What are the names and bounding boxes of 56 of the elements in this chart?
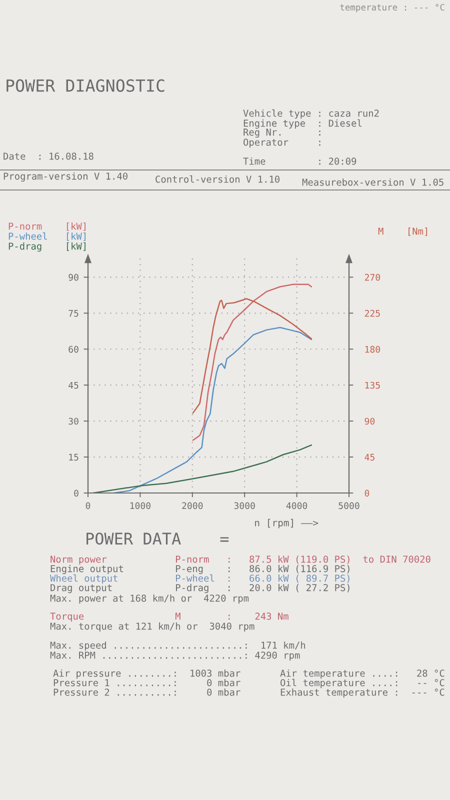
text: Operator :: [244, 138, 320, 148]
x-tick-label: 5000: [338, 502, 360, 510]
x-tick-label: 3000: [234, 502, 255, 510]
text: M [Nm]: [378, 227, 428, 236]
text: Max. torque at 121 km/h or 3040 rpm: [50, 622, 254, 632]
y-tick-label: 60: [68, 346, 78, 353]
line-series: [192, 298, 312, 414]
y-tick-label: 75: [68, 310, 78, 317]
text: Time : 20:09: [243, 157, 356, 165]
text: Pressure 2 ..........: 0 mbar: [54, 688, 240, 696]
text: temperature : --- °C: [340, 4, 444, 12]
text: Exhaust temperature : --- °C: [280, 688, 444, 698]
text: P-norm [kW]: [8, 222, 86, 231]
text: Vehicle type : caza run2: [243, 109, 379, 119]
text: Max. power at 168 km/h or 4220 rpm: [50, 594, 249, 604]
text: Wheel output P-wheel : 66.0 kW ( 89.7 PS): [50, 574, 350, 584]
y-tick-label: 30: [68, 418, 78, 425]
text: Oil temperature ....: -- °C: [280, 678, 444, 688]
y-tick-label: 45: [68, 382, 78, 389]
text: Drag output P-drag : 20.0 kW ( 27.2 PS): [50, 584, 350, 594]
text: Pressure 1 ..........: 0 mbar: [54, 678, 240, 686]
text: P-wheel [kW]: [8, 232, 86, 241]
text: Engine output P-eng : 86.0 kW (116.9 PS): [50, 564, 350, 574]
text: Air temperature ....: 28 °C: [280, 669, 444, 679]
text: P-drag [kW]: [8, 242, 86, 252]
y-tick-label: 0: [74, 490, 78, 497]
y2-tick-label: 45: [364, 454, 374, 461]
text: Torque M : 243 Nm: [50, 612, 288, 622]
x-tick-label: 1000: [130, 502, 150, 510]
text: Max. RPM .........................: 4290 rpm: [50, 652, 300, 661]
text: Max. speed .......................: 171 km/h: [50, 641, 306, 651]
y-tick-label: 90: [68, 274, 78, 281]
text: Program-version V 1.40: [4, 172, 128, 182]
y2-tick-label: 0: [364, 490, 370, 497]
x-tick-label: 0: [86, 502, 90, 510]
text: Date : 16.08.18: [4, 152, 94, 160]
chart-title: POWER DIAGNOSTIC: [6, 79, 164, 92]
text: Control-version V 1.10: [156, 175, 280, 183]
text: Norm power P-norm : 87.5 kW (119.0 PS) to DIN 70020: [50, 555, 430, 565]
y2-tick-label: 225: [364, 310, 380, 317]
line-series: [192, 284, 312, 441]
text: Reg Nr. :: [244, 128, 320, 138]
text: POWER DATA =: [86, 532, 229, 545]
x-axis-title: n [rpm] ——>: [255, 518, 318, 528]
text: Measurebox-version V 1.05: [302, 178, 444, 186]
y2-tick-label: 180: [365, 346, 380, 353]
y2-tick-label: 90: [364, 418, 375, 425]
y2-tick-label: 270: [364, 274, 380, 281]
line-series: [92, 444, 312, 493]
text: Engine type : Diesel: [244, 119, 362, 129]
text: Air pressure ........: 1003 mbar: [53, 669, 240, 679]
x-tick-label: 2000: [182, 502, 203, 510]
y-tick-label: 15: [69, 454, 78, 461]
y2-tick-label: 135: [365, 382, 380, 389]
line-series: [113, 326, 312, 493]
x-tick-label: 4000: [286, 502, 308, 510]
